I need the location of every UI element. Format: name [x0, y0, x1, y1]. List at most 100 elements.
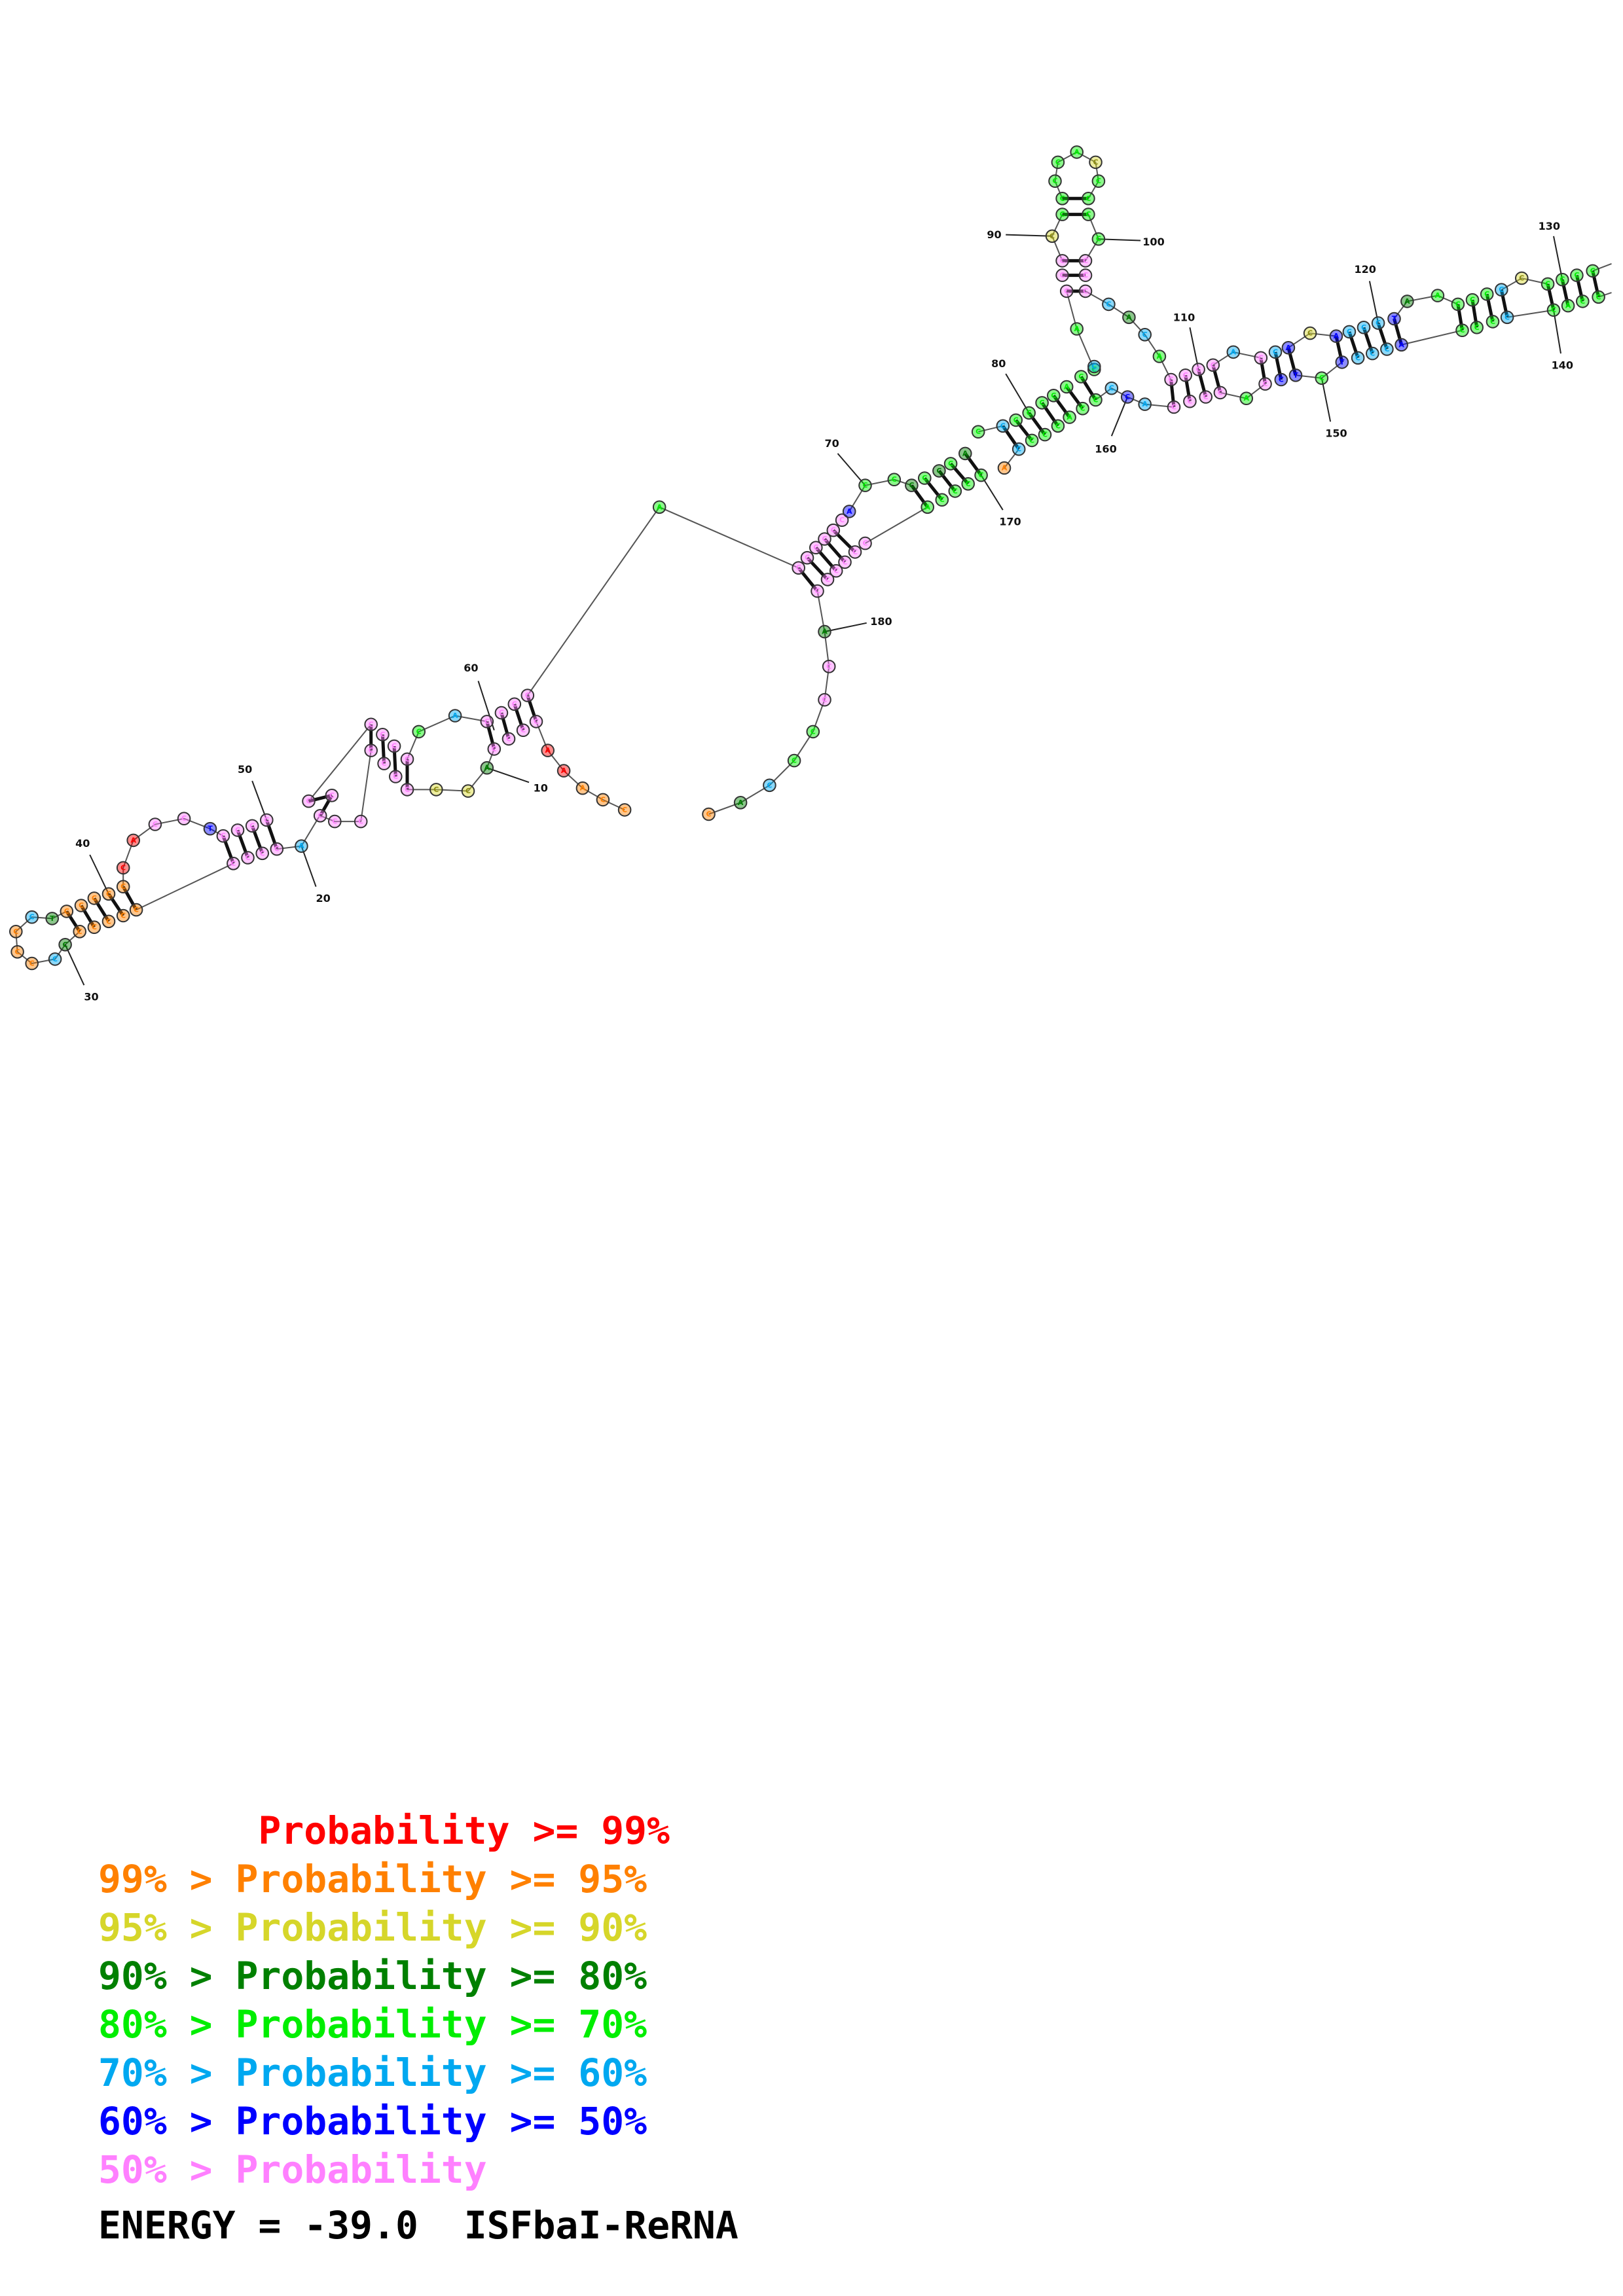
- backbone-segment: [536, 721, 625, 811]
- nucleotide-circle: [1357, 321, 1371, 334]
- nucleotide-circle: [302, 794, 316, 808]
- base-pair-bond: [1211, 365, 1222, 393]
- nucleotide: C: [87, 920, 101, 934]
- nucleotide-circle: [74, 899, 88, 912]
- nucleotide-letter: C: [1169, 376, 1174, 384]
- nucleotide-letter: C: [1590, 266, 1596, 275]
- nucleotide-circle: [58, 938, 72, 952]
- nucleotide-circle: [997, 461, 1012, 475]
- nucleotide-letter: A: [1074, 148, 1080, 156]
- nucleotide: C: [935, 493, 949, 507]
- base-pair-bond: [910, 484, 929, 509]
- nucleotide-letter: C: [245, 853, 250, 862]
- nucleotide-circle: [1089, 393, 1103, 407]
- nucleotide: C: [1089, 393, 1103, 407]
- nucleotide: C: [1500, 310, 1514, 325]
- nucleotide-circle: [1087, 359, 1101, 374]
- position-tick: [1553, 310, 1561, 354]
- nucleotide: C: [58, 938, 72, 952]
- nucleotide-circle: [461, 784, 475, 798]
- nucleotide-letter: A: [924, 503, 930, 511]
- base-pair-bond: [221, 835, 235, 865]
- nucleotide: C: [948, 484, 962, 498]
- base-pair-bond: [92, 897, 111, 923]
- nucleotide-circle: [260, 813, 274, 827]
- nucleotide-circle: [1258, 377, 1272, 391]
- nucleotide-letter: C: [1490, 317, 1495, 326]
- nucleotide-circle: [480, 715, 494, 728]
- backbone-segment: [1288, 332, 1337, 349]
- nucleotide-circle: [974, 468, 988, 482]
- base-pair-bond: [1014, 419, 1034, 442]
- nucleotide: A: [1063, 410, 1076, 424]
- nucleotide: A: [1395, 338, 1408, 352]
- nucleotide-circle: [328, 814, 342, 829]
- nucleotide-circle: [1315, 371, 1329, 386]
- nucleotide-letter: C: [332, 817, 337, 826]
- nucleotide-circle: [203, 821, 217, 836]
- nucleotide-letter: C: [106, 917, 111, 925]
- nucleotide-circle: [227, 857, 240, 870]
- nucleotide-circle: [818, 624, 831, 639]
- backbone-segment: [1401, 329, 1463, 346]
- nucleotide-circle: [501, 732, 516, 746]
- nucleotide-circle: [129, 903, 143, 917]
- nucleotide-circle: [935, 493, 949, 507]
- nucleotide-circle: [1038, 427, 1052, 442]
- nucleotide-letter: C: [1211, 361, 1216, 369]
- base-pair-bond: [500, 712, 511, 740]
- nucleotide: C: [1055, 207, 1069, 221]
- nucleotide-circle: [996, 419, 1010, 433]
- nucleotide-circle: [1063, 410, 1076, 424]
- backbone-segment: [1220, 383, 1266, 399]
- nucleotide-circle: [1183, 394, 1197, 408]
- position-label: 80: [991, 357, 1006, 370]
- nucleotide: C: [1091, 232, 1106, 246]
- position-label: 100: [1142, 236, 1164, 248]
- nucleotide-letter: C: [1040, 399, 1045, 407]
- nucleotide-circle: [1009, 413, 1023, 427]
- nucleotide: A: [921, 500, 934, 514]
- nucleotide-circle: [1451, 297, 1465, 312]
- nucleotide-circle: [400, 783, 414, 797]
- nucleotide: C: [494, 706, 509, 720]
- nucleotide: A: [541, 744, 555, 757]
- nucleotide-circle: [887, 473, 902, 487]
- position-tick: [1006, 234, 1053, 237]
- nucleotide-circle: [556, 764, 571, 778]
- nucleotide-letter: C: [1060, 257, 1065, 265]
- nucleotide-letter: A: [657, 503, 663, 511]
- nucleotide: C: [25, 910, 39, 924]
- position-tick: [301, 846, 317, 888]
- nucleotide: C: [1192, 363, 1205, 376]
- nucleotide: A: [652, 500, 666, 514]
- nucleotide: C: [412, 725, 426, 739]
- nucleotide-circle: [101, 914, 116, 929]
- nucleotide-circle: [400, 752, 414, 766]
- nucleotide: A: [556, 764, 571, 778]
- nucleotide-letter: C: [15, 948, 20, 956]
- nucleotide-circle: [387, 739, 401, 753]
- nucleotide-letter: C: [1096, 177, 1101, 185]
- nucleotide-letter: A: [1064, 383, 1070, 391]
- nucleotide: C: [255, 846, 270, 861]
- backbone-segment: [319, 750, 372, 823]
- base-pair-bond: [1456, 304, 1464, 331]
- nucleotide-letter: C: [1013, 416, 1019, 424]
- nucleotide-circle: [826, 523, 841, 537]
- nucleotide: A: [1138, 397, 1152, 411]
- nucleotide: A: [1152, 350, 1167, 363]
- nucleotide-circle: [529, 715, 543, 728]
- nucleotide-circle: [1495, 283, 1508, 297]
- nucleotide: C: [313, 809, 327, 823]
- nucleotide-letter: C: [416, 727, 422, 736]
- nucleotide-circle: [792, 561, 805, 575]
- nucleotide-letter: C: [249, 821, 255, 830]
- base-pair-bond: [380, 734, 386, 764]
- nucleotide: C: [1047, 389, 1061, 403]
- nucleotide-circle: [25, 956, 39, 971]
- nucleotide: C: [1465, 293, 1480, 307]
- nucleotide: C: [230, 823, 245, 837]
- position-label: 20: [316, 892, 330, 905]
- nucleotide-circle: [1239, 391, 1253, 406]
